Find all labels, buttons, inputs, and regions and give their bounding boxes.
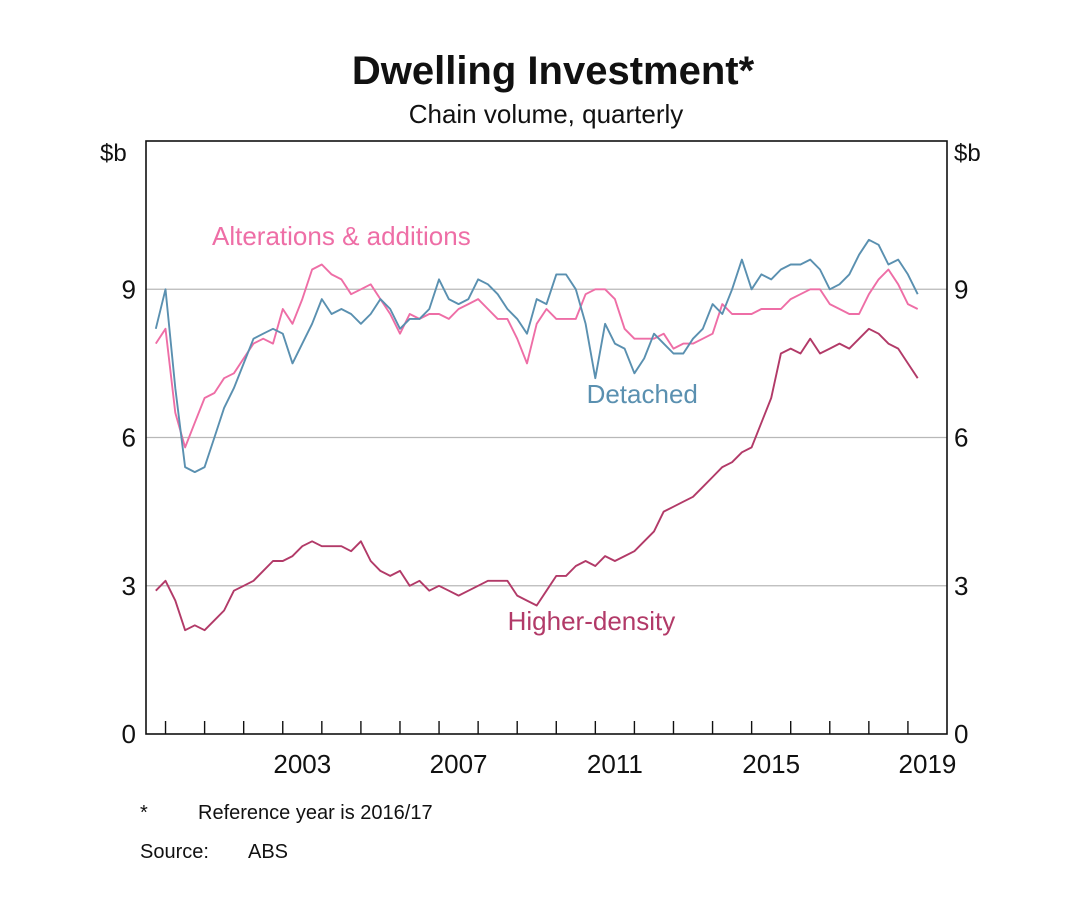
y-tick-label-left-3: 3 <box>122 571 136 601</box>
series-labels: Alterations & additions Detached Higher-de… <box>212 221 698 636</box>
x-tick-label-2015: 2015 <box>742 749 800 779</box>
x-tick-label-2007: 2007 <box>430 749 488 779</box>
y-tick-label-right-3: 3 <box>954 571 968 601</box>
source-label: Source: <box>140 841 209 863</box>
series-label-higher-density: Higher-density <box>508 606 676 636</box>
x-tick-label-2019: 2019 <box>899 749 957 779</box>
y-tick-label-right-9: 9 <box>954 274 968 304</box>
gridlines <box>146 288 947 587</box>
y-tick-label-left-9: 9 <box>122 274 136 304</box>
y-tick-label-left-6: 6 <box>122 423 136 453</box>
y-tick-label-right-6: 6 <box>954 423 968 453</box>
chart-title: Dwelling Investment* <box>352 49 755 93</box>
series-lines <box>154 238 919 632</box>
chart-subtitle: Chain volume, quarterly <box>409 99 684 129</box>
x-tick-label-2003: 2003 <box>273 749 331 779</box>
y-tick-label-left-0: 0 <box>122 719 136 749</box>
series-line-alterations-additions <box>155 263 919 449</box>
y-axis-ticks: 0 0 3 3 6 6 9 9 <box>122 274 969 749</box>
series-line-higher-density <box>155 327 919 632</box>
plot-frame <box>145 140 948 735</box>
footnote-text: Reference year is 2016/17 <box>198 802 433 824</box>
series-label-detached: Detached <box>587 379 698 409</box>
x-axis-ticks: 2003 2007 2011 2015 2019 <box>164 721 957 779</box>
y-unit-right: $b <box>954 140 981 167</box>
series-label-alterations-additions: Alterations & additions <box>212 221 471 251</box>
y-unit-left: $b <box>100 140 127 167</box>
x-tick-label-2011: 2011 <box>587 749 643 779</box>
source-text: ABS <box>248 841 289 863</box>
series-line-detached <box>154 238 919 474</box>
y-tick-label-right-0: 0 <box>954 719 968 749</box>
footnote-marker: * <box>140 802 148 824</box>
